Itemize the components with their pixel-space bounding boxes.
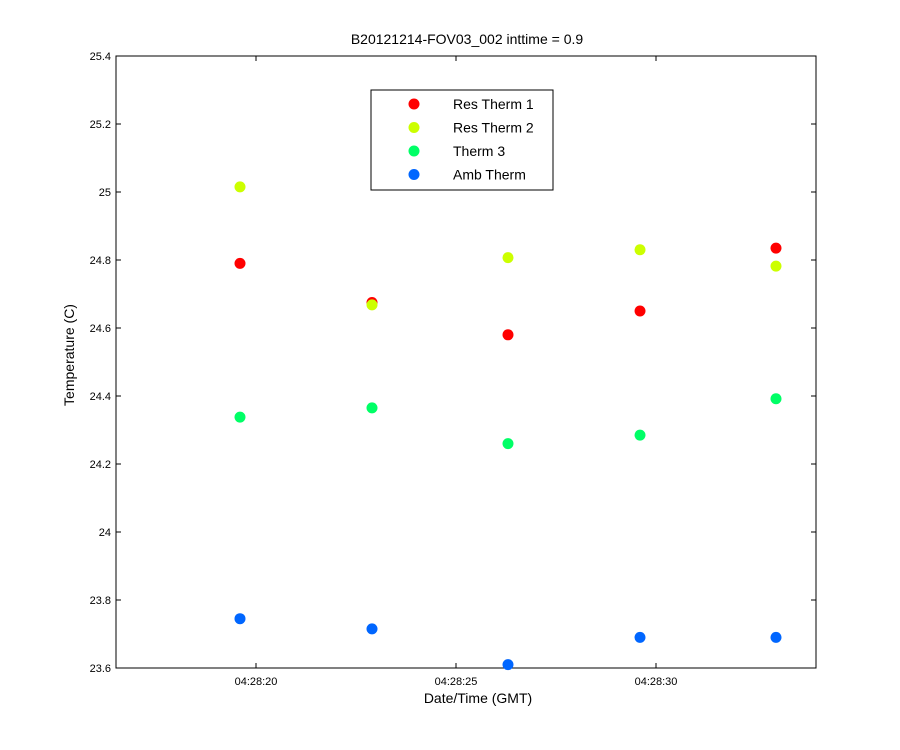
legend-label: Amb Therm bbox=[453, 167, 526, 183]
point-res-therm-1 bbox=[234, 257, 246, 269]
point-res-therm-1 bbox=[634, 305, 646, 317]
point-res-therm-2 bbox=[366, 299, 378, 311]
point-res-therm-2 bbox=[634, 244, 646, 256]
y-tick-label: 23.6 bbox=[90, 663, 111, 675]
x-tick-label: 04:28:20 bbox=[235, 676, 278, 688]
point-therm-3 bbox=[634, 429, 646, 441]
chart-title: B20121214-FOV03_002 inttime = 0.9 bbox=[351, 31, 584, 47]
x-tick-label: 04:28:30 bbox=[635, 676, 678, 688]
legend-marker bbox=[408, 145, 420, 157]
legend-label: Therm 3 bbox=[453, 143, 505, 159]
point-res-therm-2 bbox=[502, 252, 514, 264]
y-tick-label: 24.6 bbox=[90, 323, 111, 335]
x-tick-label: 04:28:25 bbox=[435, 676, 478, 688]
legend-marker bbox=[408, 98, 420, 110]
y-axis-label: Temperature (C) bbox=[61, 304, 77, 406]
point-therm-3 bbox=[366, 402, 378, 414]
legend-label: Res Therm 2 bbox=[453, 120, 534, 136]
x-axis: 04:28:20 04:28:25 04:28:30 bbox=[235, 56, 678, 688]
y-tick-label: 24.2 bbox=[90, 459, 111, 471]
point-res-therm-1 bbox=[770, 242, 782, 254]
y-tick-label: 23.8 bbox=[90, 595, 111, 607]
data-points bbox=[234, 181, 782, 671]
point-res-therm-2 bbox=[234, 181, 246, 193]
legend-label: Res Therm 1 bbox=[453, 96, 534, 112]
y-tick-label: 24.4 bbox=[90, 391, 111, 403]
y-tick-label: 25 bbox=[99, 187, 111, 199]
point-amb-therm bbox=[366, 623, 378, 635]
point-therm-3 bbox=[502, 438, 514, 450]
legend-marker bbox=[408, 122, 420, 133]
y-tick-label: 25.2 bbox=[90, 119, 111, 131]
point-amb-therm bbox=[634, 631, 646, 643]
point-therm-3 bbox=[770, 393, 782, 405]
x-axis-label: Date/Time (GMT) bbox=[424, 690, 532, 706]
point-amb-therm bbox=[502, 659, 514, 671]
y-tick-label: 24 bbox=[99, 527, 111, 539]
y-tick-label: 25.4 bbox=[90, 51, 111, 63]
point-res-therm-1 bbox=[502, 329, 514, 341]
y-tick-label: 24.8 bbox=[90, 255, 111, 267]
point-amb-therm bbox=[234, 613, 246, 625]
legend-marker bbox=[408, 169, 420, 180]
point-res-therm-2 bbox=[770, 260, 782, 272]
point-amb-therm bbox=[770, 631, 782, 643]
legend-box bbox=[370, 89, 554, 191]
legend: Res Therm 1 Res Therm 2 Therm 3 Amb Therm bbox=[370, 89, 554, 191]
point-therm-3 bbox=[234, 411, 246, 423]
y-axis: 23.6 23.8 24 24.2 24.4 24.6 24.8 25 25.2 25.4 bbox=[90, 51, 816, 675]
